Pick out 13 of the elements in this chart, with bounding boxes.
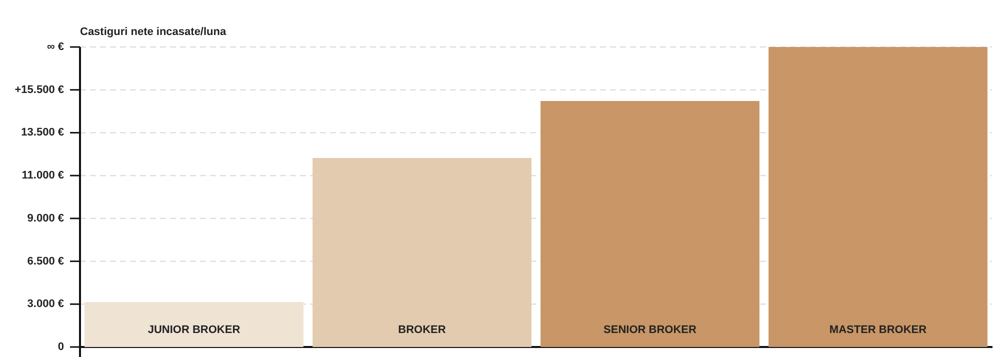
text: 11.000 € xyxy=(22,170,64,182)
x-tick-label: JUNIOR BROKER xyxy=(148,324,240,336)
x-tick-label: SENIOR BROKER xyxy=(604,324,696,336)
text: 9.000 € xyxy=(27,212,64,224)
x-tick-label: BROKER xyxy=(398,324,446,336)
text: ∞ € xyxy=(46,41,64,54)
y-axis-title: Castiguri nete incasate/luna xyxy=(80,26,226,38)
x-tick-label: MASTER BROKER xyxy=(829,324,927,336)
text: 0 xyxy=(58,341,64,354)
text: 13.500 € xyxy=(21,126,64,139)
text: +15.500 € xyxy=(14,84,64,96)
text: 3.000 € xyxy=(27,298,64,310)
text: 6.500 € xyxy=(27,255,64,268)
